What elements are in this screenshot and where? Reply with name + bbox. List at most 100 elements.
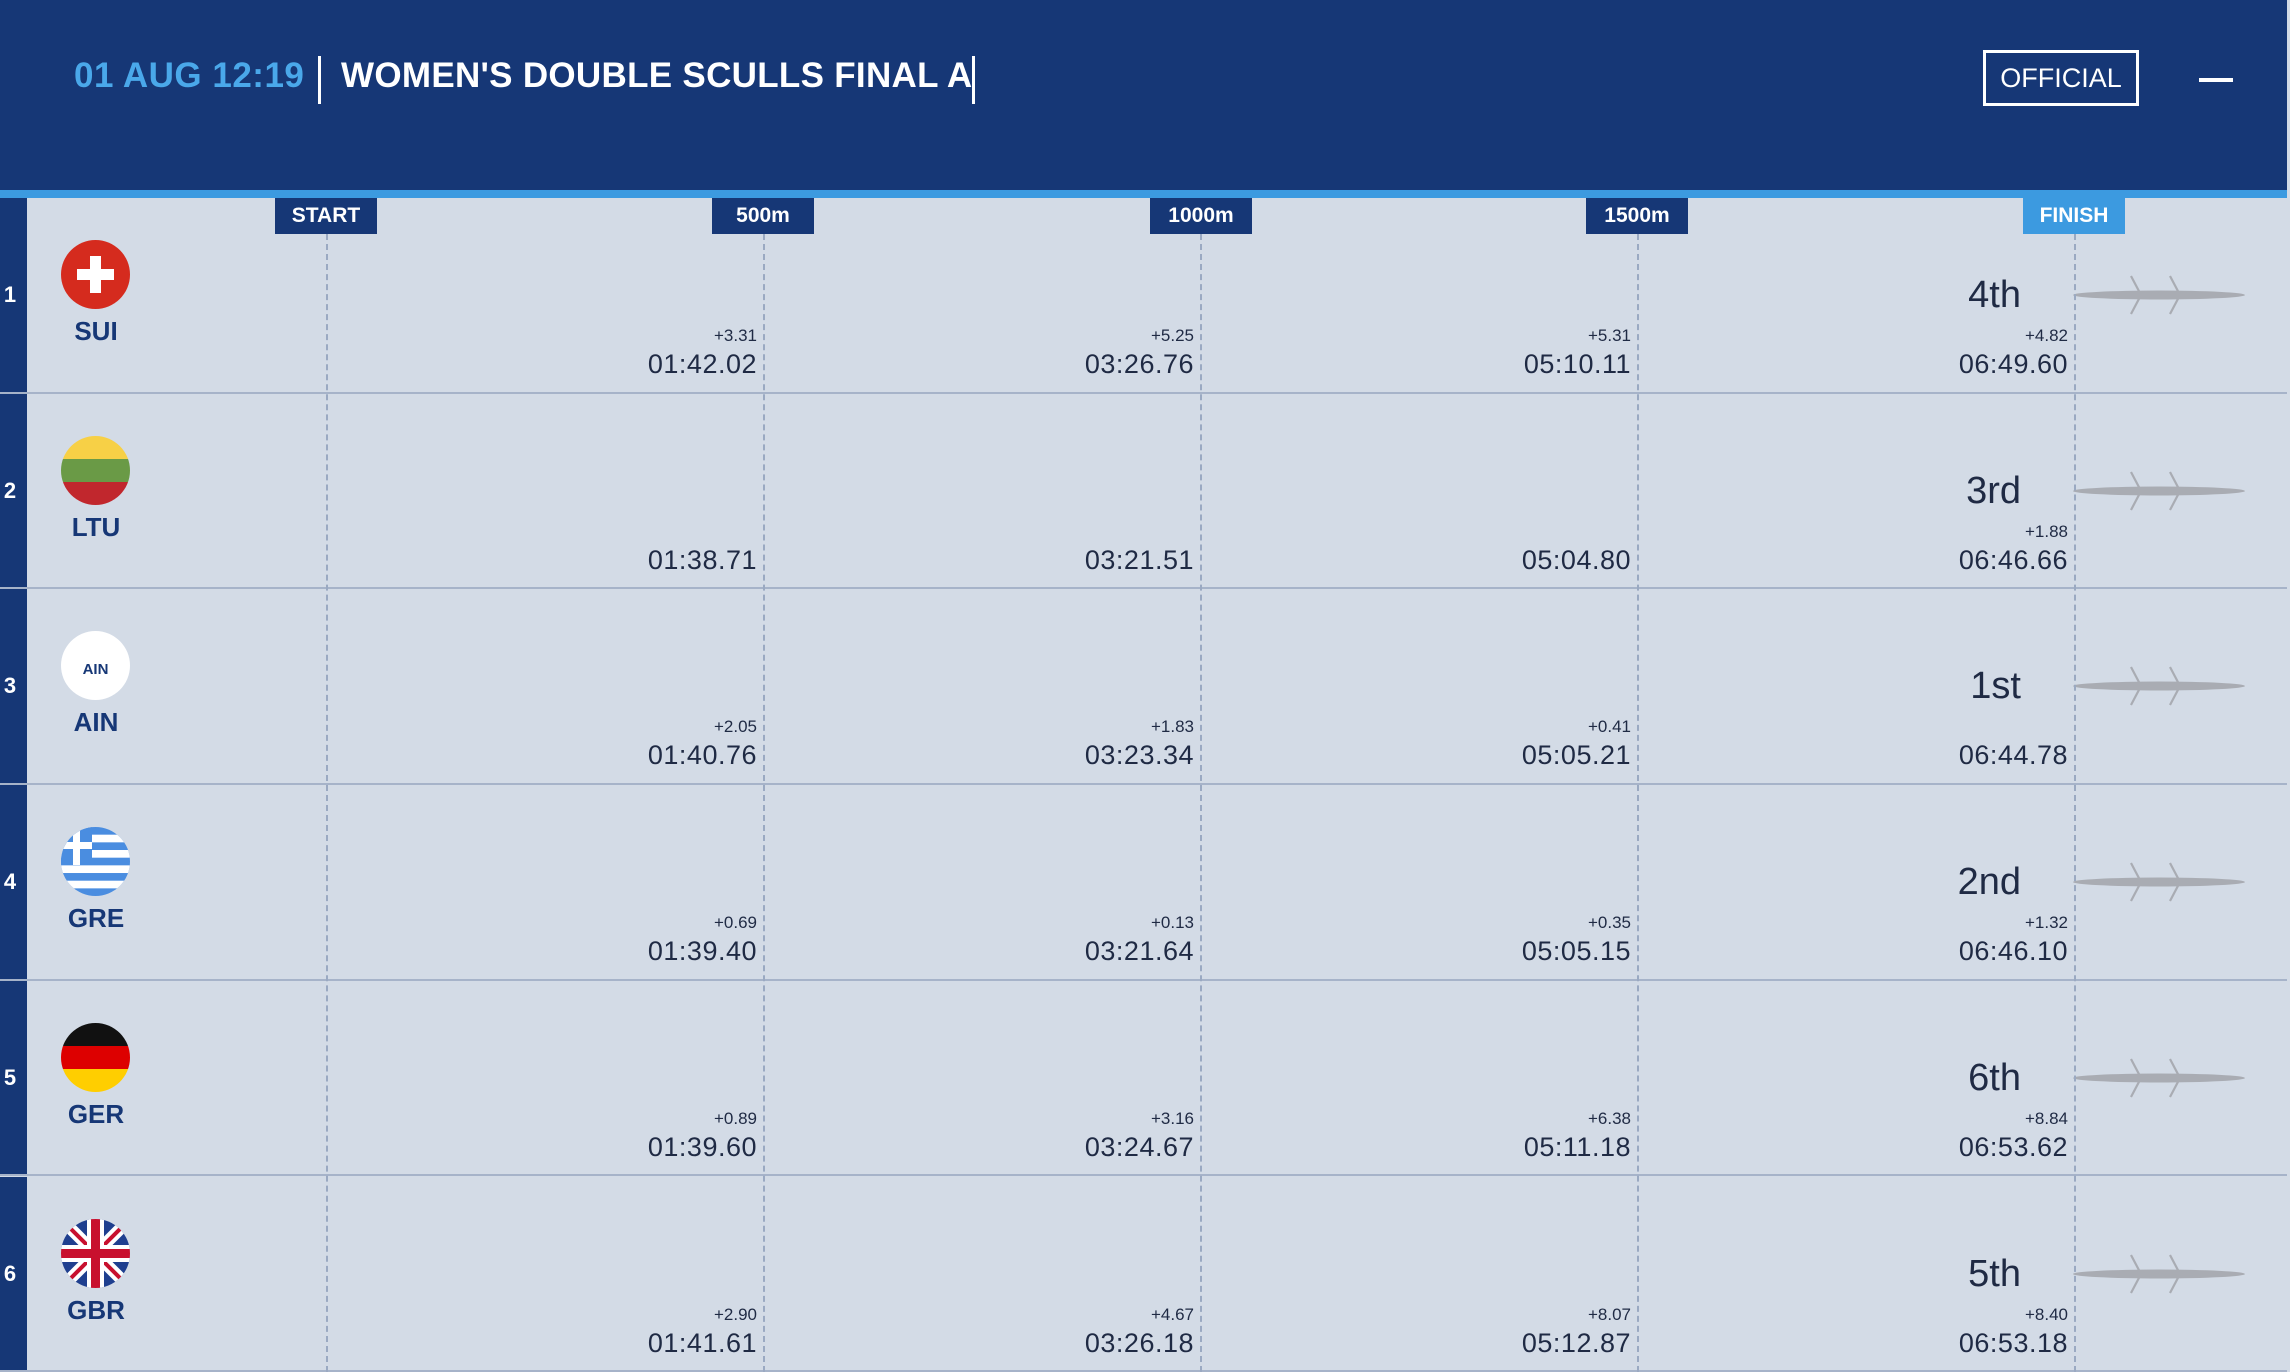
result-row: 2 LTU 01:38.71 03:21.51 05:04.80 +1.88 06:46.6…: [0, 393, 2287, 590]
minimize-icon[interactable]: [2196, 66, 2236, 94]
result-row: 5 GER +0.89 01:39.60 +3.16 03:24.67 +6.38 05:11…: [0, 980, 2287, 1177]
lane-bar: [0, 198, 27, 392]
split-gap: +0.69: [713, 913, 757, 933]
boat-icon: [2073, 847, 2245, 917]
marker-finish: FINISH: [2023, 198, 2125, 234]
split-gap: +8.07: [1587, 1304, 1631, 1324]
split-gap: +2.05: [713, 717, 757, 737]
country-code: LTU: [71, 511, 121, 542]
race-datetime: 01 AUG 12:19: [74, 56, 305, 95]
split-time: 06:44.78: [1958, 740, 2068, 771]
split-line-1000m: [1200, 234, 1202, 1372]
split-gap: +3.16: [1150, 1108, 1194, 1128]
great-britain-flag-icon: [61, 1218, 130, 1288]
header-divider: [318, 56, 321, 104]
final-rank: 6th: [1968, 1056, 2021, 1099]
switzerland-flag-icon: [61, 240, 130, 309]
split-gap: +0.35: [1587, 913, 1631, 933]
boat-icon: [2073, 456, 2245, 526]
lane-number: 3: [3, 673, 17, 699]
split-line-finish: [2074, 234, 2076, 1372]
country-code: GBR: [67, 1294, 125, 1325]
greece-flag-icon: [61, 827, 130, 897]
lithuania-flag-icon: [61, 435, 130, 505]
lane-bar: [0, 980, 27, 1175]
ain-flag-icon: [61, 631, 130, 701]
split-gap: +3.31: [713, 326, 757, 345]
result-row: 1 SUI +3.31 01:42.02 +5.25 03:26.76 +5.31 05:10…: [0, 198, 2287, 394]
split-gap: +1.32: [2024, 913, 2068, 933]
split-time: 06:53.18: [1958, 1327, 2068, 1358]
lane-number: 5: [3, 1064, 17, 1090]
split-gap: +5.31: [1587, 326, 1631, 345]
final-rank: 2nd: [1957, 861, 2021, 904]
split-gap: +0.13: [1150, 913, 1194, 933]
split-time: 03:21.64: [1084, 936, 1194, 967]
split-gap: +6.38: [1587, 1108, 1631, 1128]
country-code: SUI: [74, 316, 118, 346]
country-code: GER: [67, 1098, 125, 1129]
boat-icon: [2073, 1043, 2245, 1113]
split-gap: +4.67: [1150, 1304, 1194, 1324]
split-time: 01:42.02: [647, 349, 757, 379]
split-gap: +4.82: [2024, 326, 2068, 345]
split-line-1500m: [1637, 234, 1639, 1372]
split-time: 03:21.51: [1084, 544, 1194, 575]
marker-500m: 500m: [712, 198, 814, 234]
lane-bar: [0, 589, 27, 784]
split-time: 06:49.60: [1958, 349, 2068, 379]
result-row: 3 AIN AIN +2.05 01:40.76 +1.83 03:23.34 +0.41 05…: [0, 589, 2287, 786]
lane-number: 1: [3, 282, 17, 307]
split-gap: +8.84: [2024, 1108, 2068, 1128]
split-time: 01:40.76: [647, 740, 757, 771]
marker-start: START: [275, 198, 377, 234]
final-rank: 5th: [1968, 1252, 2021, 1295]
ain-flag-label: AIN: [82, 661, 109, 679]
split-time: 06:46.10: [1958, 936, 2068, 967]
boat-icon: [2073, 1239, 2245, 1309]
lane-bar: [0, 785, 27, 979]
lane-number: 4: [3, 869, 17, 895]
boat-icon: [2073, 260, 2245, 330]
split-gap: +0.41: [1587, 717, 1631, 737]
split-time: 06:46.66: [1958, 544, 2068, 575]
split-line-500m: [763, 234, 765, 1372]
germany-flag-icon: [61, 1022, 130, 1092]
split-gap: +2.90: [713, 1304, 757, 1324]
lane-bar: [0, 393, 27, 588]
split-time: 05:05.21: [1521, 740, 1631, 771]
lane-bar: [0, 1176, 27, 1371]
split-time: 05:12.87: [1521, 1327, 1631, 1358]
split-time: 05:10.11: [1523, 349, 1631, 379]
race-header: 01 AUG 12:19 WOMEN'S DOUBLE SCULLS FINAL…: [0, 0, 2287, 190]
split-gap: +5.25: [1150, 326, 1194, 345]
lane-number: 2: [3, 477, 17, 503]
final-rank: 1st: [1970, 665, 2021, 708]
header-accent-line: [0, 190, 2287, 198]
split-time: 01:38.71: [647, 544, 757, 575]
split-gap: +8.40: [2024, 1304, 2068, 1324]
marker-1500m: 1500m: [1586, 198, 1688, 234]
final-rank: 3rd: [1966, 469, 2021, 512]
lane-number: 6: [3, 1260, 17, 1286]
split-time: 03:26.76: [1084, 349, 1194, 379]
result-row: 6 GBR +2.90 01:41.61 +4.67 03:26.18 +8.07 05:12…: [0, 1176, 2287, 1372]
split-time: 01:39.60: [647, 1131, 757, 1162]
official-button[interactable]: OFFICIAL: [1983, 50, 2139, 106]
split-gap: +0.89: [713, 1108, 757, 1128]
split-time: 03:23.34: [1084, 740, 1194, 771]
country-code: GRE: [67, 903, 125, 934]
boat-icon: [2073, 651, 2245, 721]
split-time: 01:41.61: [647, 1327, 757, 1358]
race-title: WOMEN'S DOUBLE SCULLS FINAL A: [341, 56, 973, 95]
result-row: 4 GRE +0.69 01:39.40 +0.13 03:21.64 +0.35 05:05…: [0, 785, 2287, 981]
split-time: 03:26.18: [1084, 1327, 1194, 1358]
split-time: 05:05.15: [1521, 936, 1631, 967]
header-divider: [972, 56, 975, 104]
final-rank: 4th: [1968, 274, 2021, 316]
split-gap: +1.88: [2024, 521, 2068, 541]
split-time: 03:24.67: [1084, 1131, 1194, 1162]
split-time: 06:53.62: [1958, 1131, 2068, 1162]
marker-1000m: 1000m: [1150, 198, 1252, 234]
split-time: 05:11.18: [1523, 1131, 1631, 1162]
